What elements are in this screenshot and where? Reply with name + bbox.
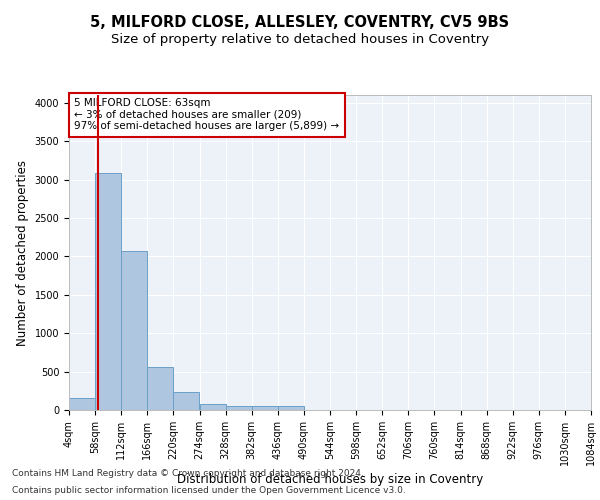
Bar — [173, 392, 199, 410]
Bar — [95, 174, 121, 410]
Y-axis label: Number of detached properties: Number of detached properties — [16, 160, 29, 346]
Bar — [199, 404, 226, 410]
Text: 5, MILFORD CLOSE, ALLESLEY, COVENTRY, CV5 9BS: 5, MILFORD CLOSE, ALLESLEY, COVENTRY, CV… — [91, 15, 509, 30]
X-axis label: Distribution of detached houses by size in Coventry: Distribution of detached houses by size … — [177, 474, 483, 486]
Text: 5 MILFORD CLOSE: 63sqm
← 3% of detached houses are smaller (209)
97% of semi-det: 5 MILFORD CLOSE: 63sqm ← 3% of detached … — [74, 98, 340, 132]
Bar — [226, 406, 252, 410]
Bar — [148, 366, 173, 410]
Bar — [69, 398, 95, 410]
Bar — [121, 251, 148, 410]
Text: Size of property relative to detached houses in Coventry: Size of property relative to detached ho… — [111, 32, 489, 46]
Bar — [252, 406, 278, 410]
Text: Contains HM Land Registry data © Crown copyright and database right 2024.: Contains HM Land Registry data © Crown c… — [12, 468, 364, 477]
Bar — [278, 406, 304, 410]
Text: Contains public sector information licensed under the Open Government Licence v3: Contains public sector information licen… — [12, 486, 406, 495]
